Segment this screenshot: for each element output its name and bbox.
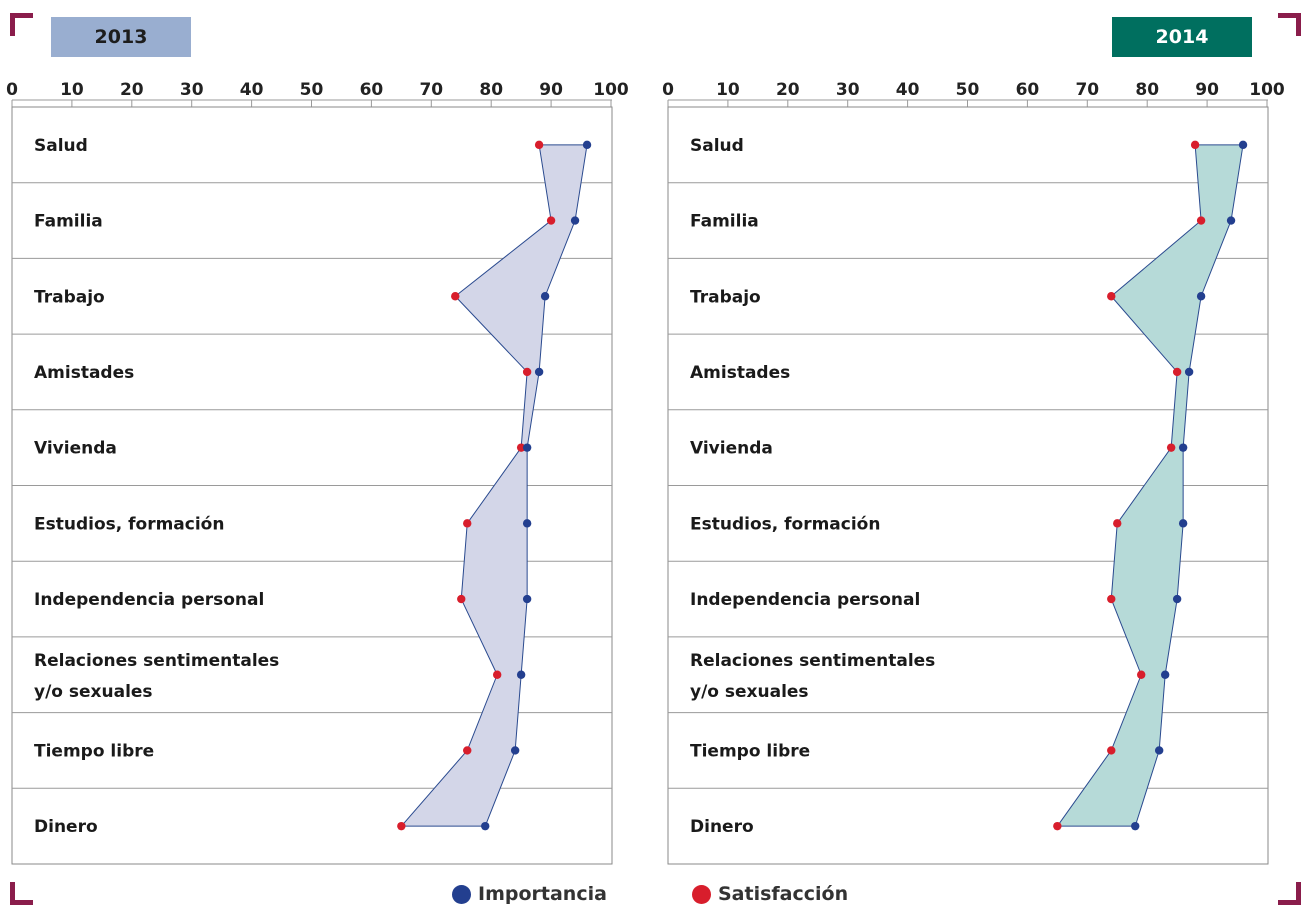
importancia-point-2013: [522, 594, 532, 604]
x-tick-label-2014-90: 90: [1195, 80, 1219, 100]
category-label-2013: Tiempo libre: [34, 741, 154, 761]
satisfaccion-point-2013: [397, 821, 406, 831]
x-tick-label-2014-30: 30: [836, 80, 860, 100]
category-label-2014: Estudios, formación: [690, 514, 880, 534]
importancia-point-2014: [1178, 443, 1188, 452]
satisfaccion-point-2014: [1113, 519, 1122, 528]
importancia-point-2014: [1178, 519, 1188, 528]
x-tick-label-2013-40: 40: [240, 80, 264, 100]
legend: Importancia Satisfacción: [0, 880, 1312, 918]
legend-satisfaccion-label: Satisfacción: [718, 883, 849, 905]
x-tick-label-2014-0: 0: [662, 80, 674, 100]
chart-2014: 0 10 20 30 40 50 60 70 80 90 100 Salud Familia Trabaj…: [662, 80, 1285, 865]
satisfaccion-point-2014: [1196, 216, 1206, 225]
importancia-point-2013: [570, 216, 580, 225]
category-label-2013: Estudios, formación: [34, 514, 224, 534]
satisfaccion-point-2014: [1190, 140, 1200, 150]
importancia-point-2013: [582, 140, 592, 150]
importancia-point-2013: [534, 367, 544, 377]
category-label-2013: Familia: [34, 212, 103, 232]
chart-title-2013: 2013: [51, 17, 191, 57]
satisfaccion-point-2013: [492, 670, 502, 679]
legend-importancia-label: Importancia: [478, 883, 607, 905]
corner-mark-bottom-right: [1278, 882, 1301, 905]
x-tick-label-2014-20: 20: [776, 80, 800, 100]
category-label-2014: Dinero: [690, 817, 754, 837]
importancia-point-2014: [1184, 367, 1194, 377]
x-tick-label-2013-10: 10: [60, 80, 84, 100]
satisfaccion-point-2014: [1053, 821, 1062, 831]
importancia-point-2013: [481, 821, 490, 831]
x-tick-label-2014-80: 80: [1135, 80, 1159, 100]
x-tick-label-2014-10: 10: [716, 80, 740, 100]
satisfaccion-point-2013: [457, 594, 466, 604]
importancia-point-2014: [1154, 746, 1164, 755]
importancia-point-2014: [1131, 821, 1140, 831]
satisfaccion-point-2014: [1107, 594, 1116, 604]
legend-importancia-dot-icon: [452, 884, 471, 904]
category-label-2014: Salud: [690, 136, 744, 156]
satisfaccion-point-2014: [1166, 443, 1176, 452]
satisfaccion-point-2013: [516, 443, 526, 452]
x-tick-label-2013-60: 60: [360, 80, 384, 100]
x-tick-label-2013-90: 90: [539, 80, 563, 100]
category-label-2014: Trabajo: [690, 287, 761, 307]
x-tick-label-2013-0: 0: [6, 80, 18, 100]
corner-mark-top-left: [10, 13, 33, 36]
importancia-point-2013: [522, 519, 532, 528]
category-label-2014: Tiempo libre: [690, 741, 810, 761]
x-tick-label-2013-80: 80: [479, 80, 503, 100]
importancia-point-2013: [510, 746, 520, 755]
category-label-2013: Amistades: [34, 363, 134, 383]
satisfaccion-point-2013: [522, 367, 532, 377]
importancia-point-2014: [1226, 216, 1236, 225]
satisfaccion-point-2013: [534, 140, 544, 150]
corner-mark-top-right: [1278, 13, 1301, 36]
category-label-2014: Vivienda: [690, 439, 773, 459]
legend-item-importancia: Importancia: [452, 883, 607, 905]
importancia-point-2014: [1160, 670, 1170, 679]
category-label-2014: Familia: [690, 212, 759, 232]
x-tick-label-2014-40: 40: [896, 80, 920, 100]
category-label-2013: Relaciones sentimentales y/o sexuales: [34, 651, 279, 702]
category-label-2013: Salud: [34, 136, 88, 156]
category-label-2014: Amistades: [690, 363, 790, 383]
satisfaccion-point-2014: [1137, 670, 1146, 679]
category-label-2014: Relaciones sentimentales y/o sexuales: [690, 651, 935, 702]
importancia-point-2013: [540, 292, 550, 301]
importancia-point-2014: [1238, 140, 1248, 150]
category-label-2014: Independencia personal: [690, 590, 920, 610]
x-tick-label-2013-100: 100: [593, 80, 629, 100]
category-label-2013: Independencia personal: [34, 590, 264, 610]
satisfaccion-point-2013: [463, 519, 472, 528]
satisfaccion-point-2013: [463, 746, 472, 755]
x-tick-label-2014-60: 60: [1016, 80, 1040, 100]
satisfaccion-point-2014: [1107, 746, 1116, 755]
chart-2013: 0 10 20 30 40 50 60 70 80 90 100 Salud Familia Trabaj…: [6, 80, 629, 865]
x-tick-label-2013-70: 70: [419, 80, 443, 100]
importancia-point-2013: [522, 443, 532, 452]
category-label-2013: Dinero: [34, 817, 98, 837]
category-label-2013: Vivienda: [34, 439, 117, 459]
x-tick-label-2013-30: 30: [180, 80, 204, 100]
corner-mark-bottom-left: [10, 882, 33, 905]
x-tick-label-2013-50: 50: [300, 80, 324, 100]
importancia-point-2014: [1172, 594, 1182, 604]
legend-item-satisfaccion: Satisfacción: [692, 883, 848, 905]
importancia-point-2014: [1196, 292, 1206, 301]
satisfaccion-point-2013: [546, 216, 556, 225]
satisfaccion-point-2014: [1172, 367, 1182, 377]
category-label-2013: Trabajo: [34, 287, 105, 307]
x-tick-label-2013-20: 20: [120, 80, 144, 100]
x-tick-label-2014-70: 70: [1075, 80, 1099, 100]
chart-title-2014: 2014: [1112, 17, 1252, 57]
satisfaccion-point-2014: [1107, 292, 1116, 301]
legend-satisfaccion-dot-icon: [692, 884, 711, 904]
x-tick-label-2014-100: 100: [1249, 80, 1285, 100]
satisfaccion-point-2013: [451, 292, 460, 301]
importancia-point-2013: [516, 670, 526, 679]
x-tick-label-2014-50: 50: [956, 80, 980, 100]
